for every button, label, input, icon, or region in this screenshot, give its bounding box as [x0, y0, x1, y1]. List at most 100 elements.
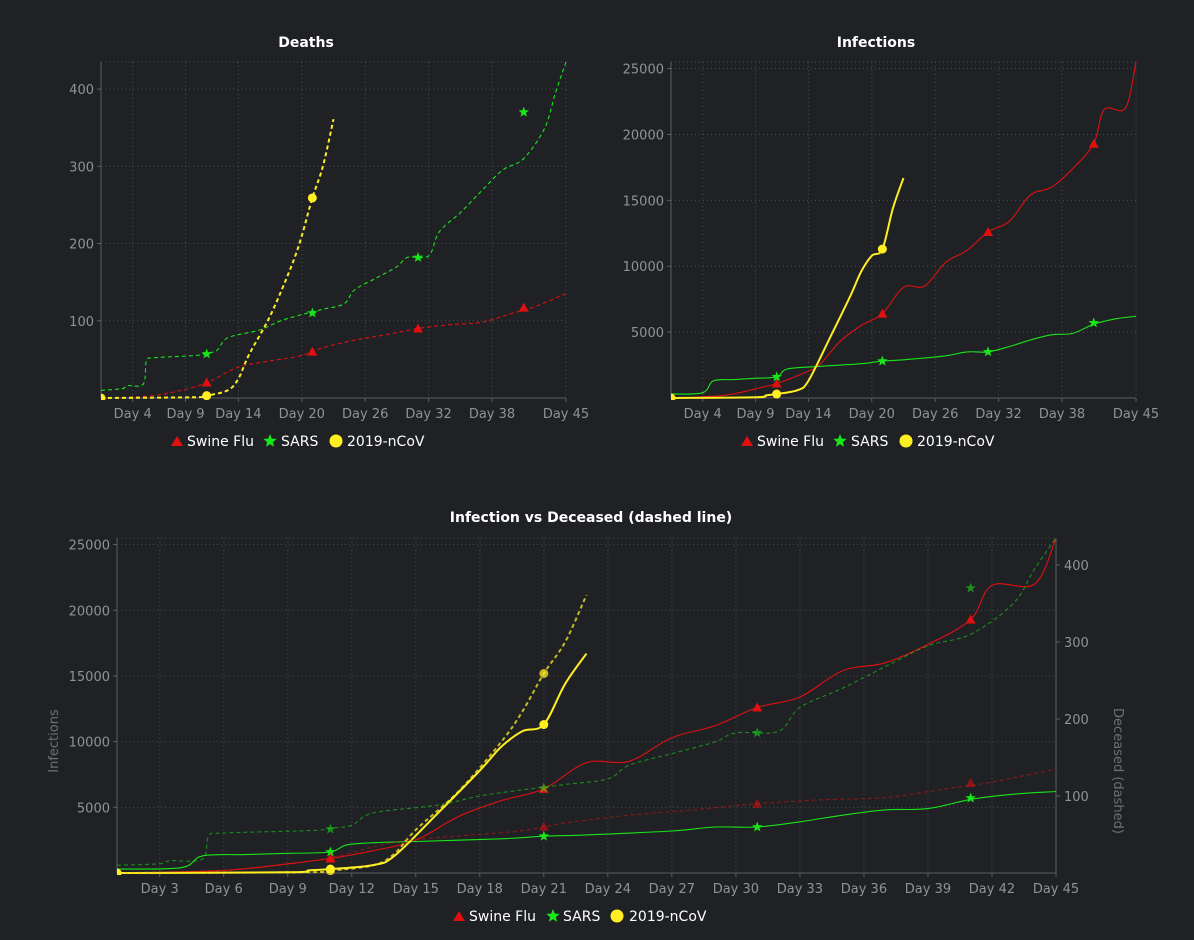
circle-marker[interactable]	[539, 720, 549, 730]
circle-marker[interactable]	[113, 868, 122, 878]
x-tick-label: Day 20	[849, 407, 895, 422]
triangle-marker[interactable]	[1088, 138, 1099, 148]
star-marker[interactable]	[307, 307, 318, 318]
x-tick-label: Day 3	[141, 882, 179, 897]
star-marker[interactable]	[982, 346, 994, 357]
x-tick-label: Day 38	[1039, 407, 1085, 422]
series-line-sars[interactable]	[671, 315, 1137, 395]
deaths-chart: Day 4 Day 9 Day 14 Day 20 Day 26 Day 32 Day 38…	[69, 61, 589, 422]
x-tick-label: Day 9	[269, 882, 307, 897]
triangle-marker[interactable]	[201, 377, 212, 387]
legend-ncov-label: 2019-nCoV	[629, 909, 707, 925]
y2-tick-label: 400	[1064, 559, 1089, 574]
series-line-sars[interactable]	[117, 790, 1057, 870]
star-marker[interactable]	[325, 846, 336, 857]
triangle-marker[interactable]	[771, 378, 782, 388]
x-tick-label: Day 21	[521, 882, 567, 897]
x-tick-label: Day 12	[329, 882, 375, 897]
infections-legend[interactable]: Swine Flu SARS 2019-nCoV	[741, 434, 995, 450]
x-tick-label: Day 38	[469, 407, 515, 422]
x-tick-label: Day 33	[777, 882, 823, 897]
series-layer	[667, 61, 1137, 403]
legend-star-icon	[263, 434, 277, 447]
combined-legend[interactable]: Swine Flu SARS 2019-nCoV	[453, 909, 707, 925]
series-line-swine-flu[interactable]	[671, 61, 1137, 399]
triangle-marker[interactable]	[413, 323, 424, 333]
circle-marker[interactable]	[97, 393, 106, 403]
circle-marker[interactable]	[877, 244, 887, 254]
y-tick-label: 20000	[623, 128, 664, 143]
legend-triangle-icon	[453, 911, 465, 921]
x-tick-label: Day 15	[393, 882, 439, 897]
circle-marker[interactable]	[667, 393, 676, 403]
circle-marker[interactable]	[307, 193, 317, 203]
x-tick-label: Day 42	[969, 882, 1015, 897]
star-marker[interactable]	[1088, 317, 1100, 328]
deaths-legend[interactable]: Swine Flu SARS 2019-nCoV	[171, 434, 425, 450]
legend-triangle-icon	[741, 436, 753, 446]
star-marker[interactable]	[538, 782, 549, 793]
triangle-marker[interactable]	[518, 302, 529, 312]
y-tick-label: 400	[69, 83, 94, 98]
triangle-marker[interactable]	[325, 852, 336, 862]
y-tick-label: 5000	[77, 801, 110, 816]
circle-marker[interactable]	[202, 391, 212, 400]
star-marker[interactable]	[771, 371, 782, 382]
triangle-marker[interactable]	[752, 798, 763, 808]
star-marker[interactable]	[201, 348, 212, 359]
star-marker[interactable]	[538, 830, 549, 841]
triangle-marker[interactable]	[983, 226, 994, 236]
y-tick-label: 10000	[69, 736, 110, 751]
triangle-marker[interactable]	[538, 821, 549, 831]
circle-marker[interactable]	[772, 389, 782, 399]
star-marker[interactable]	[965, 792, 976, 803]
series-line-swine-flu-deceased[interactable]	[117, 768, 1057, 874]
x-tick-label: Day 26	[342, 407, 388, 422]
triangle-marker[interactable]	[965, 614, 976, 624]
star-marker[interactable]	[965, 582, 976, 593]
star-marker[interactable]	[325, 823, 336, 834]
triangle-marker[interactable]	[307, 346, 318, 356]
y-tick-label: 5000	[631, 326, 664, 341]
triangle-marker[interactable]	[965, 777, 976, 787]
y2-tick-label: 300	[1064, 636, 1089, 651]
star-marker[interactable]	[752, 821, 763, 832]
x-tick-label: Day 26	[912, 407, 958, 422]
y-tick-label: 25000	[69, 539, 110, 554]
series-line-sars-deceased[interactable]	[117, 537, 1057, 866]
star-marker[interactable]	[752, 727, 763, 738]
star-marker[interactable]	[412, 251, 424, 262]
y-tick-label: 200	[69, 238, 94, 253]
series-line-swine-flu[interactable]	[117, 537, 1057, 874]
circle-marker[interactable]	[325, 866, 335, 875]
x-tick-label: Day 24	[585, 882, 631, 897]
x-tick-label: Day 4	[114, 407, 152, 422]
x-tick-label: Day 20	[279, 407, 325, 422]
deaths-chart-title: Deaths	[278, 35, 334, 51]
series-line-sars[interactable]	[101, 61, 567, 391]
triangle-marker[interactable]	[877, 308, 888, 318]
circle-marker[interactable]	[539, 669, 549, 679]
combined-chart: Day 3 Day 6 Day 9 Day 12 Day 15 Day 18 Day 21 D…	[69, 537, 1089, 897]
legend-ncov-label: 2019-nCoV	[347, 434, 425, 450]
legend-circle-icon	[899, 434, 913, 448]
star-marker[interactable]	[518, 106, 530, 117]
x-tick-label: Day 18	[457, 882, 503, 897]
legend-circle-icon	[610, 909, 624, 923]
triangle-marker[interactable]	[752, 702, 763, 712]
legend-swine-label: Swine Flu	[469, 909, 536, 925]
combined-chart-title: Infection vs Deceased (dashed line)	[450, 510, 732, 526]
series-layer	[113, 537, 1057, 878]
infections-chart: Day 4 Day 9 Day 14 Day 20 Day 26 Day 32 Day 38…	[623, 61, 1159, 422]
x-tick-label: Day 39	[905, 882, 951, 897]
x-tick-label: Day 32	[405, 407, 451, 422]
infections-chart-title: Infections	[837, 35, 915, 51]
y2-tick-label: 200	[1064, 713, 1089, 728]
star-marker[interactable]	[877, 355, 888, 366]
x-tick-label: Day 4	[684, 407, 722, 422]
series-line-swine-flu[interactable]	[101, 293, 567, 399]
legend-circle-icon	[329, 434, 343, 448]
legend-sars-label: SARS	[563, 909, 600, 925]
